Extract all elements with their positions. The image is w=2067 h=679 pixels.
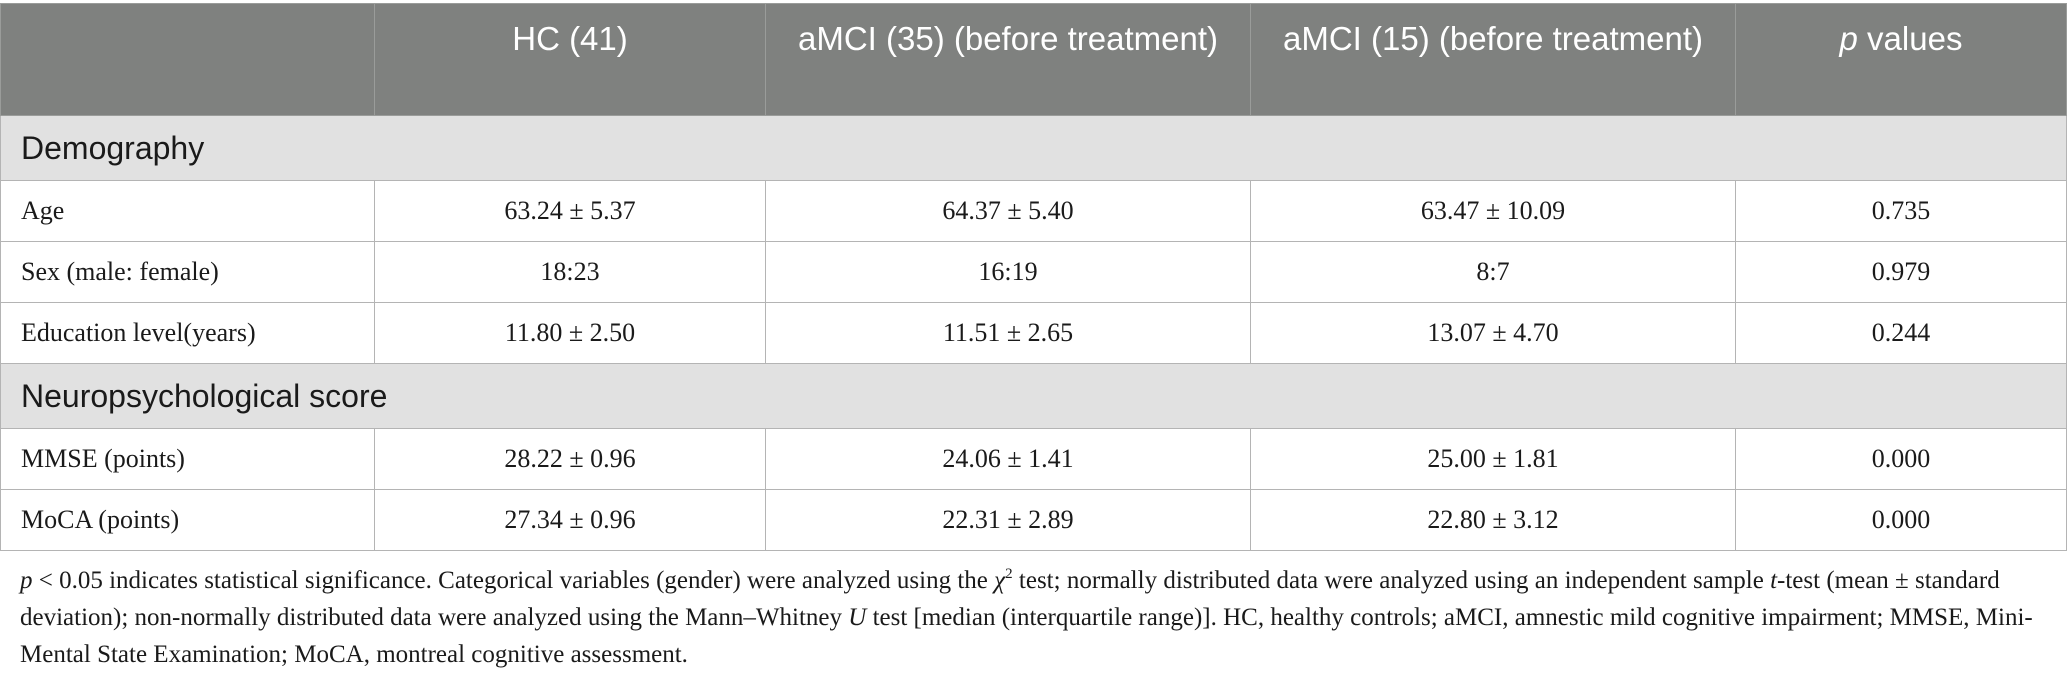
table-row-moca: MoCA (points) 27.34 ± 0.96 22.31 ± 2.89 … xyxy=(0,489,2067,551)
section-title: Demography xyxy=(0,115,2067,181)
table-row-age: Age 63.24 ± 5.37 64.37 ± 5.40 63.47 ± 10… xyxy=(0,180,2067,242)
cell-amci-35: 24.06 ± 1.41 xyxy=(765,428,1251,490)
table-row-mmse: MMSE (points) 28.22 ± 0.96 24.06 ± 1.41 … xyxy=(0,428,2067,490)
cell-hc: 27.34 ± 0.96 xyxy=(374,489,766,551)
header-amci-15: aMCI (15) (before treatment) xyxy=(1250,3,1736,116)
footnote-text-4: test [median (interquartile range)]. HC,… xyxy=(20,604,2033,668)
cell-hc: 28.22 ± 0.96 xyxy=(374,428,766,490)
row-label: Age xyxy=(0,180,375,242)
table-header: HC (41) aMCI (35) (before treatment) aMC… xyxy=(0,3,2067,116)
header-empty xyxy=(0,3,375,116)
cell-p-value: 0.735 xyxy=(1735,180,2067,242)
header-p-values-text: values xyxy=(1857,20,1963,57)
section-title: Neuropsychological score xyxy=(0,363,2067,429)
header-hc: HC (41) xyxy=(374,3,766,116)
cell-amci-15: 25.00 ± 1.81 xyxy=(1250,428,1736,490)
cell-amci-35: 64.37 ± 5.40 xyxy=(765,180,1251,242)
cell-amci-35: 16:19 xyxy=(765,241,1251,303)
section-row-neuropsychological: Neuropsychological score xyxy=(0,363,2067,429)
cell-p-value: 0.244 xyxy=(1735,302,2067,364)
table-row-education: Education level(years) 11.80 ± 2.50 11.5… xyxy=(0,302,2067,364)
baseline-characteristics-table: HC (41) aMCI (35) (before treatment) aMC… xyxy=(0,3,2067,551)
cell-hc: 18:23 xyxy=(374,241,766,303)
header-p-values: p values xyxy=(1735,3,2067,116)
cell-amci-15: 8:7 xyxy=(1250,241,1736,303)
table-body: Demography Age 63.24 ± 5.37 64.37 ± 5.40… xyxy=(0,115,2067,551)
cell-amci-15: 13.07 ± 4.70 xyxy=(1250,302,1736,364)
footnote-chi-superscript: 2 xyxy=(1005,566,1013,582)
row-label: Education level(years) xyxy=(0,302,375,364)
footnote-text-2: test; normally distributed data were ana… xyxy=(1012,567,1771,594)
table-footnote: p < 0.05 indicates statistical significa… xyxy=(20,562,2050,673)
cell-p-value: 0.000 xyxy=(1735,428,2067,490)
cell-p-value: 0.979 xyxy=(1735,241,2067,303)
row-label: MMSE (points) xyxy=(0,428,375,490)
row-label: MoCA (points) xyxy=(0,489,375,551)
cell-amci-15: 22.80 ± 3.12 xyxy=(1250,489,1736,551)
footnote-u-symbol: U xyxy=(848,604,867,631)
footnote-text-3: -test (mean ± standard deviation); non-n… xyxy=(20,567,2000,631)
cell-p-value: 0.000 xyxy=(1735,489,2067,551)
row-label: Sex (male: female) xyxy=(0,241,375,303)
cell-hc: 63.24 ± 5.37 xyxy=(374,180,766,242)
header-row: HC (41) aMCI (35) (before treatment) aMC… xyxy=(0,3,2067,116)
section-row-demography: Demography xyxy=(0,115,2067,181)
footnote-text-1: < 0.05 indicates statistical significanc… xyxy=(32,567,995,594)
header-p-symbol: p xyxy=(1839,20,1858,57)
cell-amci-15: 63.47 ± 10.09 xyxy=(1250,180,1736,242)
footnote-p-symbol: p xyxy=(20,567,33,594)
table-row-sex: Sex (male: female) 18:23 16:19 8:7 0.979 xyxy=(0,241,2067,303)
cell-hc: 11.80 ± 2.50 xyxy=(374,302,766,364)
footnote-chi-symbol: χ xyxy=(994,567,1006,594)
cell-amci-35: 11.51 ± 2.65 xyxy=(765,302,1251,364)
header-amci-35: aMCI (35) (before treatment) xyxy=(765,3,1251,116)
footnote-t-symbol: t xyxy=(1770,567,1778,594)
cell-amci-35: 22.31 ± 2.89 xyxy=(765,489,1251,551)
